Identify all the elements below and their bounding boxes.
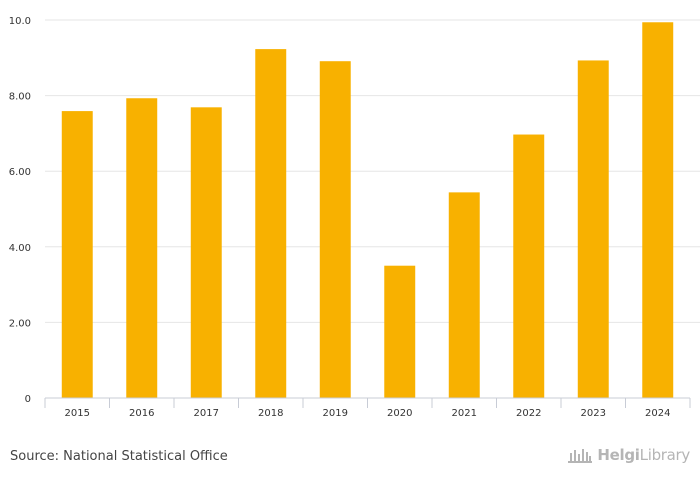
- x-tick-label: 2015: [65, 408, 90, 419]
- x-tick-label: 2023: [581, 408, 606, 419]
- brand-name-part2: Library: [639, 446, 691, 464]
- y-tick-label: 10.0: [9, 16, 31, 27]
- library-building-icon: [568, 449, 593, 463]
- x-tick-labels: 2015 2016 2017 2018 2019 2020 2021 2022 2023 2024: [65, 408, 671, 419]
- helgi-library-logo: HelgiLibrary: [567, 446, 690, 464]
- bar-2019: [319, 61, 351, 399]
- x-tick-label: 2018: [258, 408, 283, 419]
- source-note: Source: National Statistical Office: [10, 449, 228, 464]
- y-tick-label: 8.00: [9, 92, 31, 103]
- y-tick-labels: 0 2.00 4.00 6.00 8.00 10.0: [9, 16, 31, 405]
- x-tick-label: 2020: [387, 408, 412, 419]
- y-tick-label: 6.00: [9, 167, 31, 178]
- y-tick-label: 2.00: [9, 318, 31, 329]
- bar-2023: [577, 60, 609, 399]
- x-tick-label: 2022: [516, 408, 541, 419]
- y-tick-label: 0: [25, 394, 31, 405]
- brand-name-part1: Helgi: [597, 446, 640, 464]
- x-tick-label: 2017: [194, 408, 219, 419]
- x-tick-label: 2019: [323, 408, 348, 419]
- bar-2022: [513, 134, 545, 398]
- x-ticks: [44, 398, 691, 408]
- bar-2018: [255, 49, 287, 399]
- bar-2024: [642, 22, 674, 398]
- x-tick-label: 2024: [645, 408, 670, 419]
- bar-2021: [448, 192, 480, 398]
- bars: [61, 22, 674, 399]
- bar-2016: [126, 98, 158, 398]
- bar-2020: [384, 265, 416, 398]
- x-tick-label: 2021: [452, 408, 477, 419]
- bar-2015: [61, 111, 93, 399]
- bar-2017: [190, 107, 222, 399]
- y-tick-label: 4.00: [9, 243, 31, 254]
- x-tick-label: 2016: [129, 408, 154, 419]
